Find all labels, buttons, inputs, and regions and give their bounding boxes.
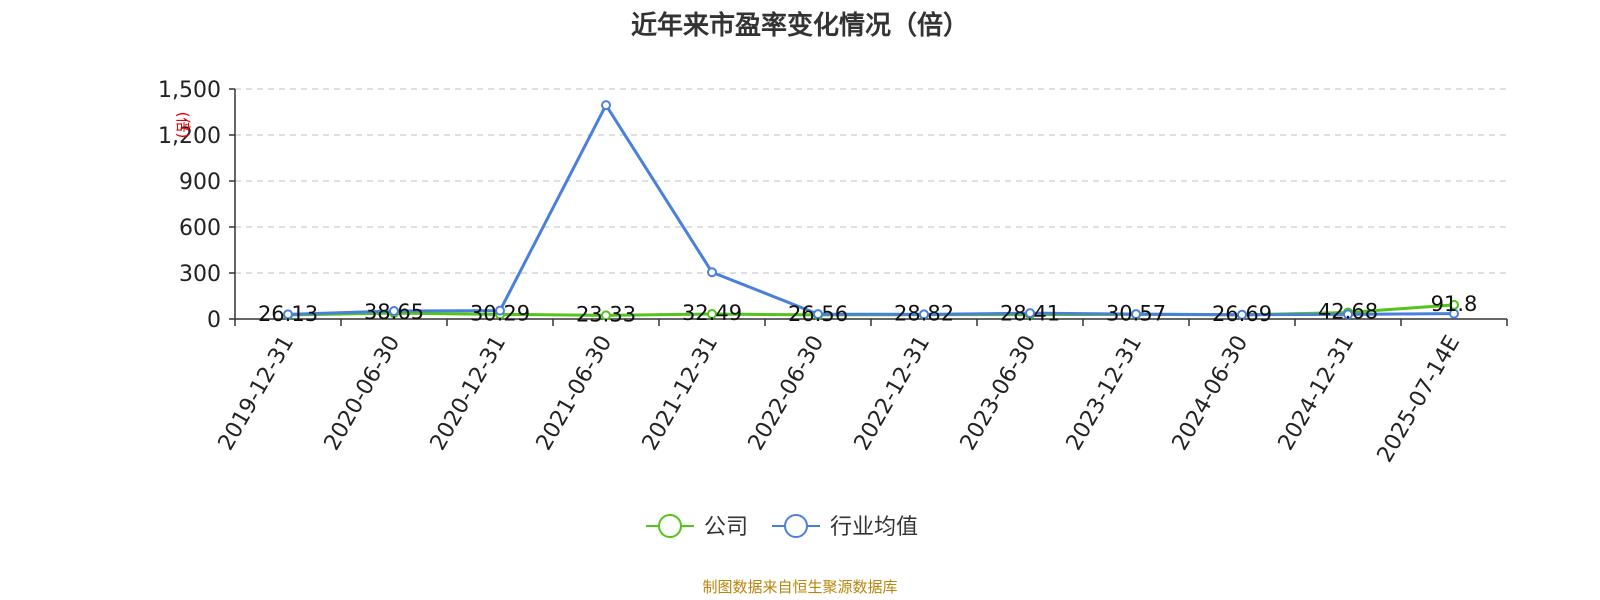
legend-marker[interactable] bbox=[784, 514, 808, 538]
x-tick-label: 2019-12-31 bbox=[214, 332, 300, 455]
chart-title: 近年来市盈率变化情况（倍） bbox=[631, 10, 969, 41]
y-tick-label: 0 bbox=[207, 308, 221, 333]
y-tick-label: 1,200 bbox=[158, 124, 221, 149]
x-tick-label: 2020-12-31 bbox=[426, 332, 512, 455]
y-axis-unit: (倍) bbox=[174, 112, 192, 139]
y-axis: 0 300 600 900 1,200 1,500 bbox=[158, 78, 236, 333]
x-tick-label: 2021-06-30 bbox=[532, 332, 618, 455]
series-0-point[interactable] bbox=[707, 309, 717, 320]
series-1-point[interactable] bbox=[389, 306, 399, 317]
data-label: 26.13 bbox=[258, 302, 318, 326]
data-label: 32.49 bbox=[682, 301, 742, 325]
x-tick-label: 2024-06-30 bbox=[1168, 332, 1254, 455]
series-1-point[interactable] bbox=[707, 267, 717, 278]
y-tick-label: 1,500 bbox=[158, 78, 221, 103]
series-1-point[interactable] bbox=[1449, 308, 1459, 319]
x-tick-label: 2021-12-31 bbox=[638, 332, 724, 455]
series-1-point[interactable] bbox=[919, 309, 929, 320]
data-label: 30.29 bbox=[470, 301, 530, 325]
data-label: 23.33 bbox=[576, 302, 636, 326]
series-1-point[interactable] bbox=[1237, 309, 1247, 320]
legend[interactable]: 公司 行业均值 bbox=[646, 514, 918, 540]
legend-label[interactable]: 行业均值 bbox=[830, 515, 918, 540]
x-axis: 2019-12-31 2020-06-30 2020-12-31 2021-06-30… bbox=[214, 318, 1508, 467]
series-line-1 bbox=[287, 103, 1455, 317]
data-label: 26.69 bbox=[1212, 302, 1272, 326]
legend-label[interactable]: 公司 bbox=[704, 515, 748, 540]
data-label: 91.8 bbox=[1431, 292, 1478, 316]
x-tick-label: 2023-12-31 bbox=[1062, 332, 1148, 455]
data-label: 28.41 bbox=[1000, 302, 1060, 326]
y-tick-label: 300 bbox=[179, 262, 221, 287]
x-tick-label: 2024-12-31 bbox=[1274, 332, 1360, 455]
series-1-point[interactable] bbox=[283, 309, 293, 320]
series-1-point[interactable] bbox=[813, 309, 823, 320]
x-tick-label: 2020-06-30 bbox=[320, 332, 406, 455]
data-label: 28.82 bbox=[894, 302, 954, 326]
x-tick-label: 2023-06-30 bbox=[956, 332, 1042, 455]
data-labels: 26.13 38.65 30.29 23.33 32.49 26.56 28.82 28.41… bbox=[258, 292, 1477, 326]
grid-lines bbox=[235, 88, 1507, 274]
data-label: 26.56 bbox=[788, 302, 848, 326]
data-label: 38.65 bbox=[364, 300, 424, 324]
x-tick-label: 2022-06-30 bbox=[744, 332, 830, 455]
data-label: 42.68 bbox=[1318, 299, 1378, 323]
series-0-point[interactable] bbox=[601, 310, 611, 321]
x-tick-label: 2022-12-31 bbox=[850, 332, 936, 455]
source-note: 制图数据来自恒生聚源数据库 bbox=[702, 578, 897, 596]
legend-marker[interactable] bbox=[658, 514, 682, 538]
series-group bbox=[283, 100, 1459, 321]
series-1-point[interactable] bbox=[495, 305, 505, 316]
y-tick-label: 900 bbox=[179, 170, 221, 195]
series-1-point[interactable] bbox=[1131, 309, 1141, 320]
y-tick-label: 600 bbox=[179, 216, 221, 241]
series-1-point[interactable] bbox=[1025, 308, 1035, 319]
series-1-point[interactable] bbox=[601, 100, 611, 111]
data-label: 30.57 bbox=[1106, 301, 1166, 325]
x-tick-label: 2025-07-14E bbox=[1373, 332, 1466, 467]
series-1-point[interactable] bbox=[1343, 309, 1353, 320]
